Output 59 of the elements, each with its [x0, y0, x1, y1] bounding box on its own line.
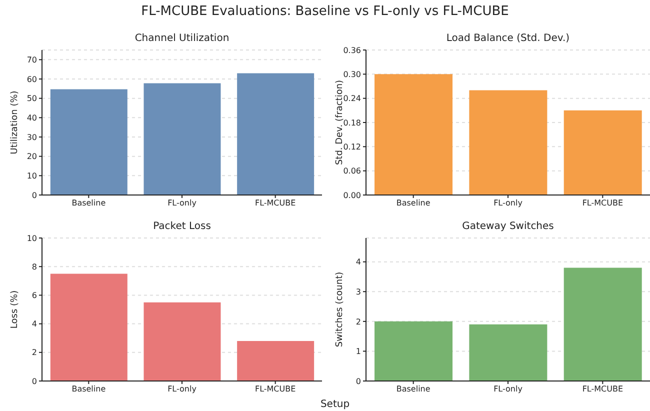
y-tick-label: 70	[26, 56, 37, 65]
y-tick-label: 0.30	[343, 70, 361, 80]
y-tick-label: 0	[32, 376, 37, 386]
bar	[237, 73, 314, 195]
y-tick-label: 6	[32, 291, 37, 300]
x-tick-label: FL-MCUBE	[582, 198, 624, 208]
x-tick-label: Baseline	[396, 384, 430, 394]
x-tick-label: Baseline	[396, 198, 430, 208]
x-tick-label: FL-only	[494, 198, 523, 208]
y-tick-label: 40	[26, 114, 37, 123]
y-tick-label: 0.00	[343, 190, 361, 200]
y-tick-label: 0	[32, 190, 37, 200]
chart-title: Channel Utilization	[134, 33, 230, 44]
x-tick-label: Baseline	[72, 198, 106, 208]
bar	[144, 302, 221, 381]
y-tick-label: 1	[356, 347, 361, 356]
x-tick-label: FL-only	[168, 198, 197, 208]
x-tick-label: FL-MCUBE	[254, 198, 296, 208]
x-axis-title: Setup	[319, 399, 351, 410]
y-tick-label: 4	[356, 258, 361, 267]
y-axis-title: Loss (%)	[10, 290, 20, 329]
y-tick-label: 20	[26, 152, 37, 162]
x-tick-label: FL-MCUBE	[254, 384, 296, 394]
x-tick-label: FL-only	[494, 384, 523, 394]
y-tick-label: 0.24	[343, 94, 361, 104]
bar	[50, 89, 128, 195]
bar	[237, 340, 314, 381]
y-tick-label: 10	[26, 172, 37, 181]
y-tick-label: 2	[356, 317, 361, 326]
bar	[469, 90, 548, 195]
y-tick-label: 0.18	[343, 118, 361, 128]
text: FL-MCUBE Evaluations: Baseline vs FL-only vs FL-MCUBE	[140, 4, 510, 19]
bar	[564, 268, 642, 381]
chart-title: Gateway Switches	[461, 221, 555, 232]
y-axis-title: Utilization (%)	[10, 90, 20, 154]
bar	[374, 321, 453, 381]
y-tick-label: 0.36	[343, 46, 361, 55]
x-tick-label: FL-only	[168, 384, 197, 394]
y-tick-label: 0	[356, 376, 361, 386]
bar	[564, 110, 642, 195]
y-tick-label: 50	[26, 94, 37, 104]
x-tick-label: FL-MCUBE	[582, 384, 624, 394]
y-tick-label: 60	[26, 74, 37, 84]
y-tick-label: 0.06	[343, 166, 361, 176]
y-tick-label: 30	[26, 132, 37, 142]
bar	[374, 74, 453, 195]
y-tick-label: 2	[32, 348, 37, 358]
chart-title: Load Balance (Std. Dev.)	[445, 33, 571, 44]
bar	[144, 83, 221, 195]
y-tick-label: 3	[356, 287, 361, 296]
chart-title: Packet Loss	[152, 221, 212, 232]
bar	[50, 274, 128, 381]
y-axis-title: Switches (count)	[335, 272, 346, 348]
x-tick-label: Baseline	[72, 384, 106, 394]
bar	[469, 324, 548, 381]
y-tick-label: 4	[32, 320, 37, 329]
y-tick-label: 10	[26, 234, 37, 243]
y-tick-label: 8	[32, 262, 37, 272]
y-tick-label: 0.12	[343, 142, 361, 152]
